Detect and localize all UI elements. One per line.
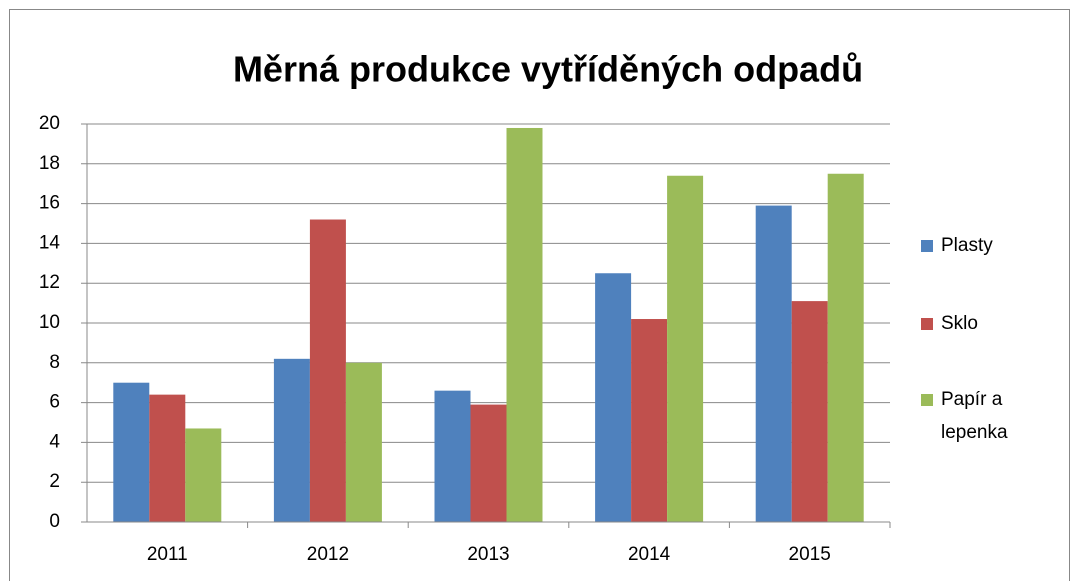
- y-tick-label: 20: [39, 113, 60, 134]
- y-tick-label: 10: [39, 312, 60, 333]
- y-tick-label: 0: [49, 511, 60, 532]
- legend-label: Sklo: [941, 313, 978, 334]
- bar: [273, 358, 310, 522]
- legend-label: Plasty: [941, 235, 993, 256]
- y-tick-label: 14: [39, 232, 61, 253]
- x-tick-label: 2011: [147, 544, 188, 565]
- y-tick-label: 18: [39, 153, 60, 174]
- legend-swatch: [921, 318, 933, 330]
- bar: [309, 219, 346, 522]
- y-tick-label: 12: [39, 272, 60, 293]
- bar: [791, 301, 828, 522]
- legend-line: Papír a: [941, 389, 1003, 410]
- y-tick-label: 4: [49, 431, 60, 452]
- chart-title: Měrná produkce vytříděných odpadů: [233, 49, 863, 90]
- bar: [755, 205, 792, 522]
- y-tick-label: 8: [49, 352, 60, 373]
- bar: [113, 382, 150, 522]
- legend-label: Papír a lepenka: [941, 389, 1008, 443]
- y-tick-label: 6: [49, 392, 60, 413]
- x-tick-label: 2015: [789, 544, 831, 565]
- x-tick-label: 2013: [467, 544, 509, 565]
- x-tick-label: 2014: [628, 544, 671, 565]
- bar: [631, 319, 668, 522]
- legend-swatch: [921, 240, 933, 252]
- bar: [470, 404, 507, 522]
- bar: [595, 273, 632, 522]
- legend-line: lepenka: [941, 422, 1008, 443]
- y-tick-label: 16: [39, 193, 60, 214]
- bar: [434, 390, 471, 522]
- x-tick-label: 2012: [307, 544, 349, 565]
- bar: [185, 428, 222, 522]
- bar: [506, 127, 543, 522]
- bar: [149, 394, 186, 522]
- bar: [345, 362, 382, 522]
- y-tick-label: 2: [49, 471, 60, 492]
- bar: [827, 173, 864, 522]
- legend-swatch: [921, 394, 933, 406]
- chart-border: [9, 9, 1070, 581]
- bar: [667, 175, 704, 523]
